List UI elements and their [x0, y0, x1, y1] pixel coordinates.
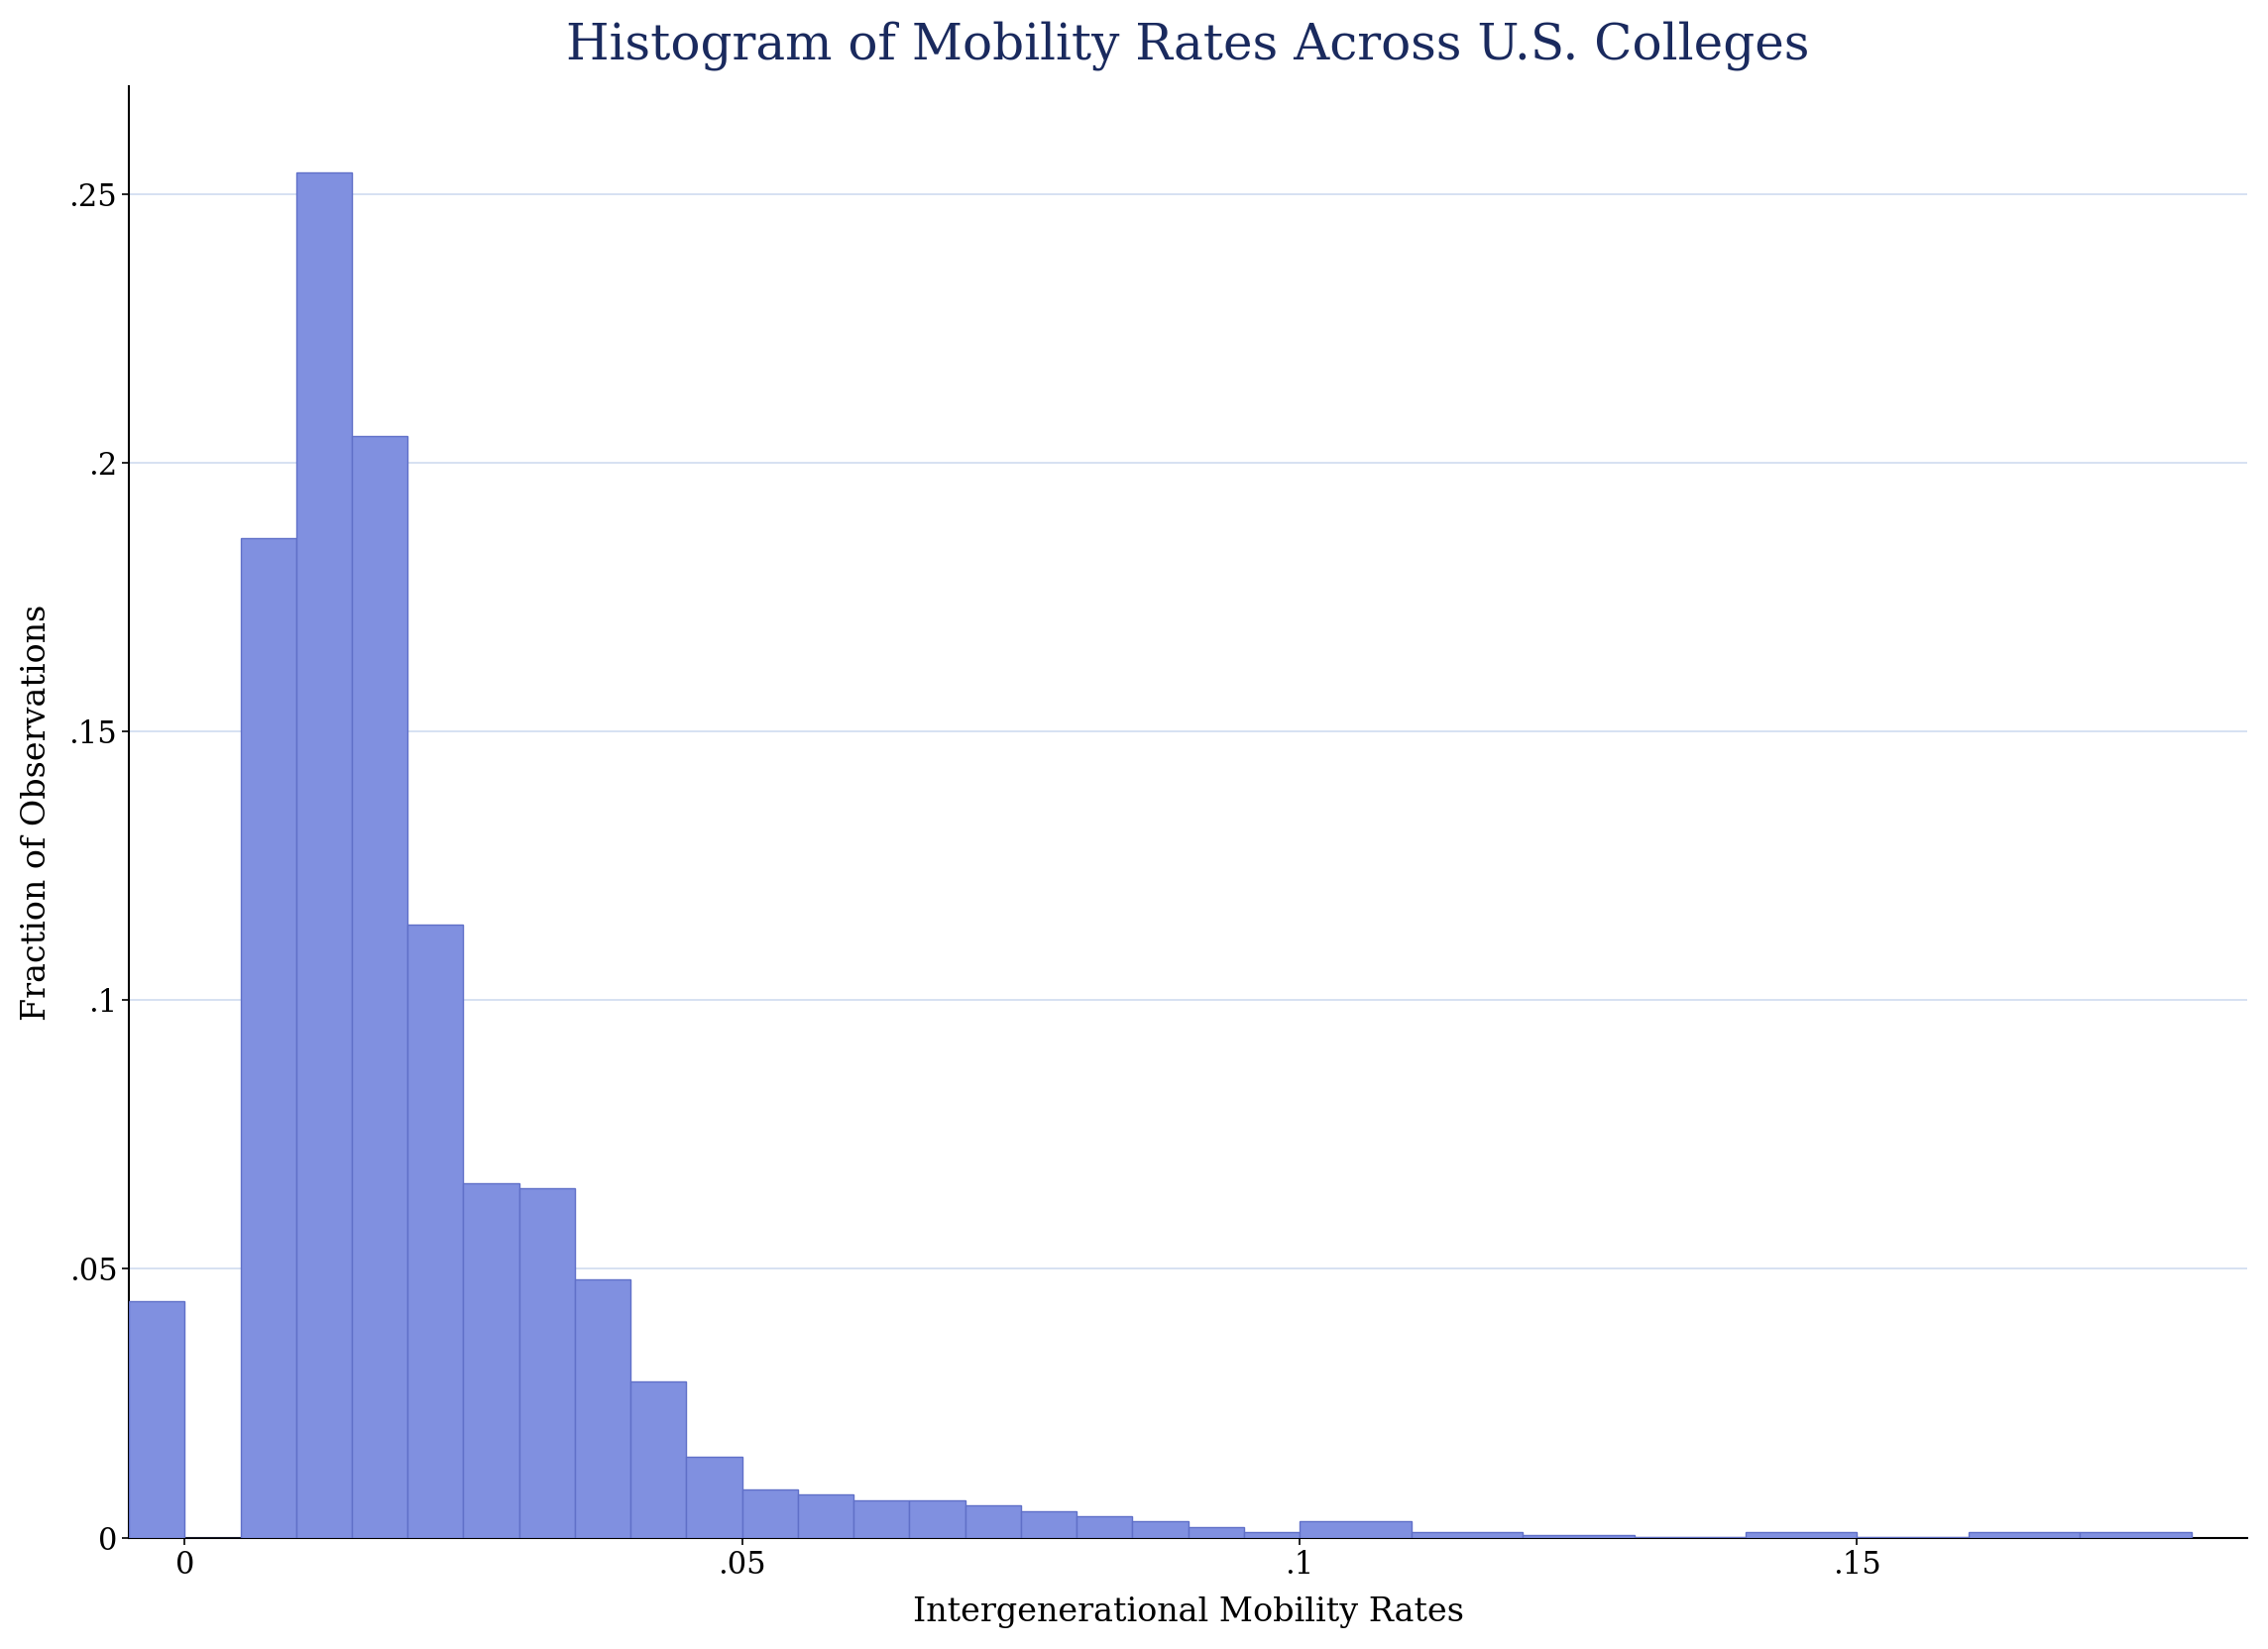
Bar: [352, 435, 408, 1539]
Bar: [240, 538, 297, 1539]
Bar: [1077, 1515, 1132, 1539]
Bar: [2080, 1532, 2191, 1539]
Bar: [463, 1182, 519, 1539]
Bar: [1021, 1510, 1077, 1539]
Title: Histogram of Mobility Rates Across U.S. Colleges: Histogram of Mobility Rates Across U.S. …: [567, 21, 1810, 71]
Bar: [1746, 1532, 1857, 1539]
Bar: [408, 925, 463, 1539]
Bar: [1188, 1527, 1243, 1539]
Bar: [687, 1458, 742, 1539]
Bar: [1300, 1522, 1411, 1539]
Bar: [909, 1501, 966, 1539]
Bar: [853, 1501, 909, 1539]
Bar: [631, 1382, 687, 1539]
Y-axis label: Fraction of Observations: Fraction of Observations: [20, 604, 52, 1021]
Bar: [297, 171, 352, 1539]
Bar: [798, 1494, 853, 1539]
Bar: [1522, 1535, 1635, 1539]
Bar: [742, 1489, 798, 1539]
Bar: [1969, 1532, 2080, 1539]
Bar: [574, 1280, 631, 1539]
X-axis label: Intergenerational Mobility Rates: Intergenerational Mobility Rates: [912, 1596, 1463, 1628]
Bar: [1243, 1532, 1300, 1539]
Bar: [1132, 1522, 1188, 1539]
Bar: [1411, 1532, 1522, 1539]
Bar: [966, 1506, 1021, 1539]
Bar: [519, 1189, 574, 1539]
Bar: [129, 1301, 184, 1539]
